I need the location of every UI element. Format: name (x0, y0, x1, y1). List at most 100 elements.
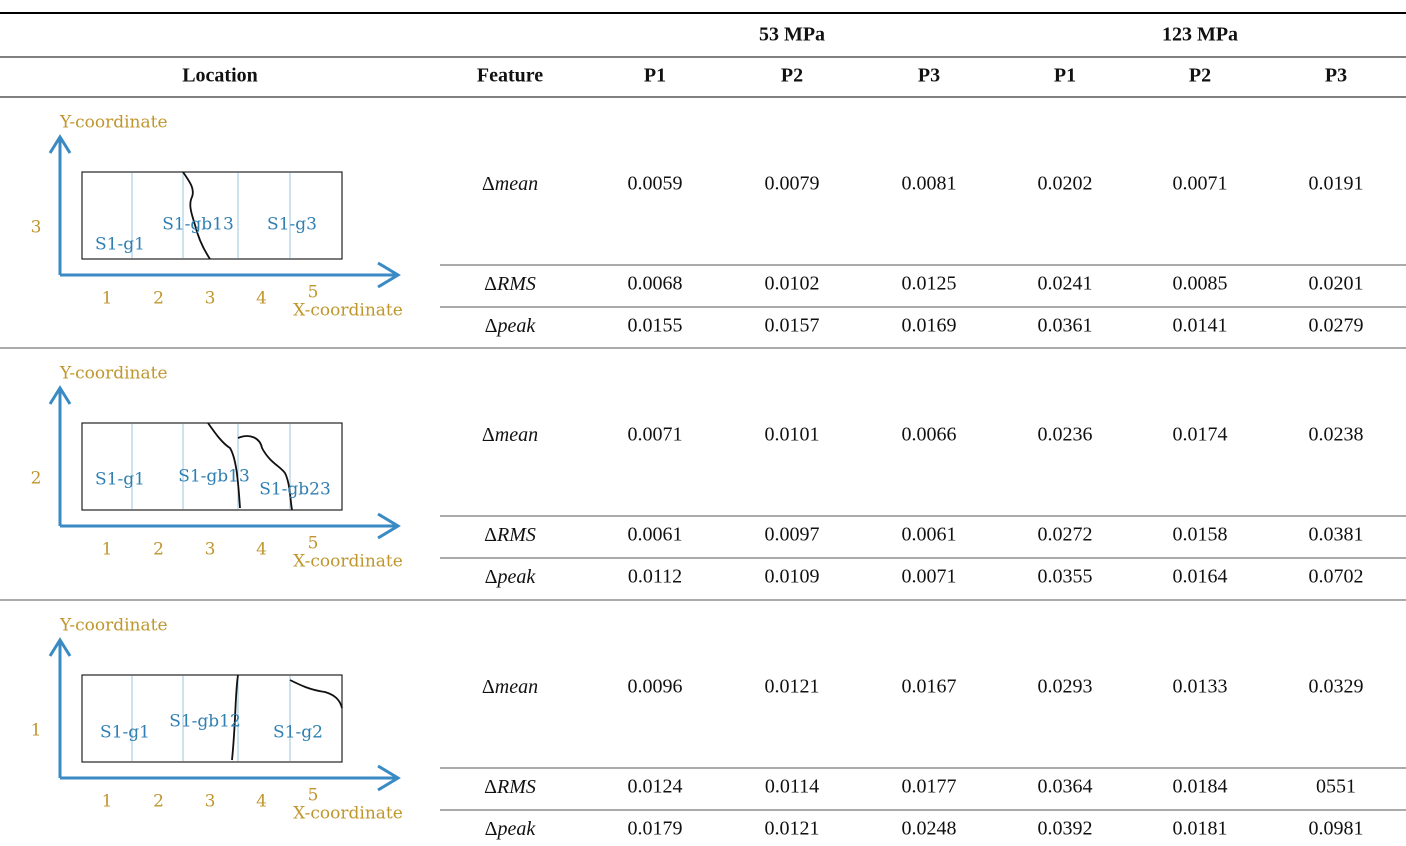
cell-value: 0.0179 (628, 818, 683, 840)
location-figure: Y-coordinate 1 1 2 3 4 5X-coordinate S1-g1 S1-gb… (31, 616, 403, 824)
cell-value: 0.0158 (1173, 524, 1228, 546)
feature-name: mean (495, 173, 538, 195)
cell-value: 0.0329 (1309, 676, 1364, 698)
feature-symbol: Δ (484, 524, 497, 546)
x-axis (60, 512, 401, 540)
cell-value: 0.0101 (765, 424, 820, 446)
feature: ΔRMS (484, 776, 536, 798)
grain-label: S1-g1 (95, 470, 145, 490)
feature-symbol: Δ (482, 173, 495, 195)
cell-value: 0551 (1316, 776, 1356, 798)
x-axis (60, 764, 401, 792)
feature-name: peak (496, 315, 537, 337)
grain-label: S1-g1 (100, 723, 150, 743)
grain-label: S1-g3 (267, 215, 317, 235)
feature: Δpeak (485, 315, 537, 337)
cell-value: 0.0981 (1309, 818, 1364, 840)
x-tick: 3 (205, 540, 216, 560)
x-tick: 1 (102, 289, 113, 309)
crack (182, 171, 211, 260)
cell-value: 0.0202 (1038, 173, 1093, 195)
cell-value: 0.0364 (1038, 776, 1093, 798)
feature-symbol: Δ (485, 818, 498, 840)
column-header: Feature (477, 65, 543, 87)
feature-symbol: Δ (484, 273, 497, 295)
y-axis (48, 637, 72, 778)
row-label: 3 (31, 218, 42, 238)
cell-value: 0.0169 (902, 315, 957, 337)
x-tick: 1 (102, 792, 113, 812)
crack (207, 422, 293, 511)
cell-value: 0.0174 (1173, 424, 1228, 446)
cell-value: 0.0238 (1309, 424, 1364, 446)
cell-value: 0.0181 (1173, 818, 1228, 840)
cell-value: 0.0167 (902, 676, 957, 698)
cell-value: 0.0068 (628, 273, 683, 295)
cell-value: 0.0157 (765, 315, 820, 337)
x-axis-label: X-coordinate (293, 552, 403, 572)
y-axis-label: Y-coordinate (59, 364, 168, 384)
specimen (81, 171, 343, 260)
group-header: 123 MPa (1162, 24, 1238, 46)
feature: Δmean (482, 173, 538, 195)
feature: Δmean (482, 676, 538, 698)
grain-label: S1-gb13 (162, 215, 234, 235)
cell-value: 0.0071 (628, 424, 683, 446)
x-tick: 2 (153, 540, 164, 560)
x-tick: 4 (256, 289, 267, 309)
cell-value: 0.0061 (902, 524, 957, 546)
x-tick: 3 (205, 289, 216, 309)
cell-value: 0.0121 (765, 676, 820, 698)
feature-name: RMS (496, 273, 536, 295)
cell-value: 0.0059 (628, 173, 683, 195)
cell-value: 0.0361 (1038, 315, 1093, 337)
cell-value: 0.0702 (1309, 566, 1364, 588)
cell-value: 0.0293 (1038, 676, 1093, 698)
cell-value: 0.0109 (765, 566, 820, 588)
cell-value: 0.0279 (1309, 315, 1364, 337)
grain-label: S1-g1 (95, 235, 145, 255)
cell-value: 0.0141 (1173, 315, 1228, 337)
feature-symbol: Δ (485, 566, 498, 588)
cell-value: 0.0124 (628, 776, 683, 798)
cell-value: 0.0201 (1309, 273, 1364, 295)
cell-value: 0.0381 (1309, 524, 1364, 546)
column-header: P2 (1189, 65, 1211, 87)
cell-value: 0.0085 (1173, 273, 1228, 295)
cell-value: 0.0272 (1038, 524, 1093, 546)
x-tick: 1 (102, 540, 113, 560)
feature: ΔRMS (484, 273, 536, 295)
cell-value: 0.0102 (765, 273, 820, 295)
feature-symbol: Δ (482, 676, 495, 698)
cell-value: 0.0112 (628, 566, 682, 588)
feature: Δpeak (485, 818, 537, 840)
feature: ΔRMS (484, 524, 536, 546)
cell-value: 0.0079 (765, 173, 820, 195)
feature-name: mean (495, 676, 538, 698)
x-tick: 4 (256, 540, 267, 560)
feature-symbol: Δ (484, 776, 497, 798)
row-label: 2 (31, 469, 42, 489)
cell-value: 0.0177 (902, 776, 957, 798)
cell-value: 0.0184 (1173, 776, 1228, 798)
column-header: P1 (1054, 65, 1076, 87)
location-figure: Y-coordinate 3 1 2 3 4 5X-coordinate S1-g1 S1-gb… (31, 113, 403, 321)
grain-label: S1-gb23 (259, 480, 331, 500)
x-tick: 2 (153, 289, 164, 309)
cell-value: 0.0096 (628, 676, 683, 698)
feature: Δmean (482, 424, 538, 446)
cell-value: 0.0081 (902, 173, 957, 195)
feature-name: mean (495, 424, 538, 446)
cell-value: 0.0155 (628, 315, 683, 337)
cell-value: 0.0355 (1038, 566, 1093, 588)
cell-value: 0.0125 (902, 273, 957, 295)
cell-value: 0.0236 (1038, 424, 1093, 446)
cell-value: 0.0248 (902, 818, 957, 840)
x-axis-label: X-coordinate (293, 804, 403, 824)
y-axis (48, 385, 72, 526)
cell-value: 0.0241 (1038, 273, 1093, 295)
cell-value: 0.0133 (1173, 676, 1228, 698)
x-tick: 2 (153, 792, 164, 812)
y-axis (48, 134, 72, 275)
